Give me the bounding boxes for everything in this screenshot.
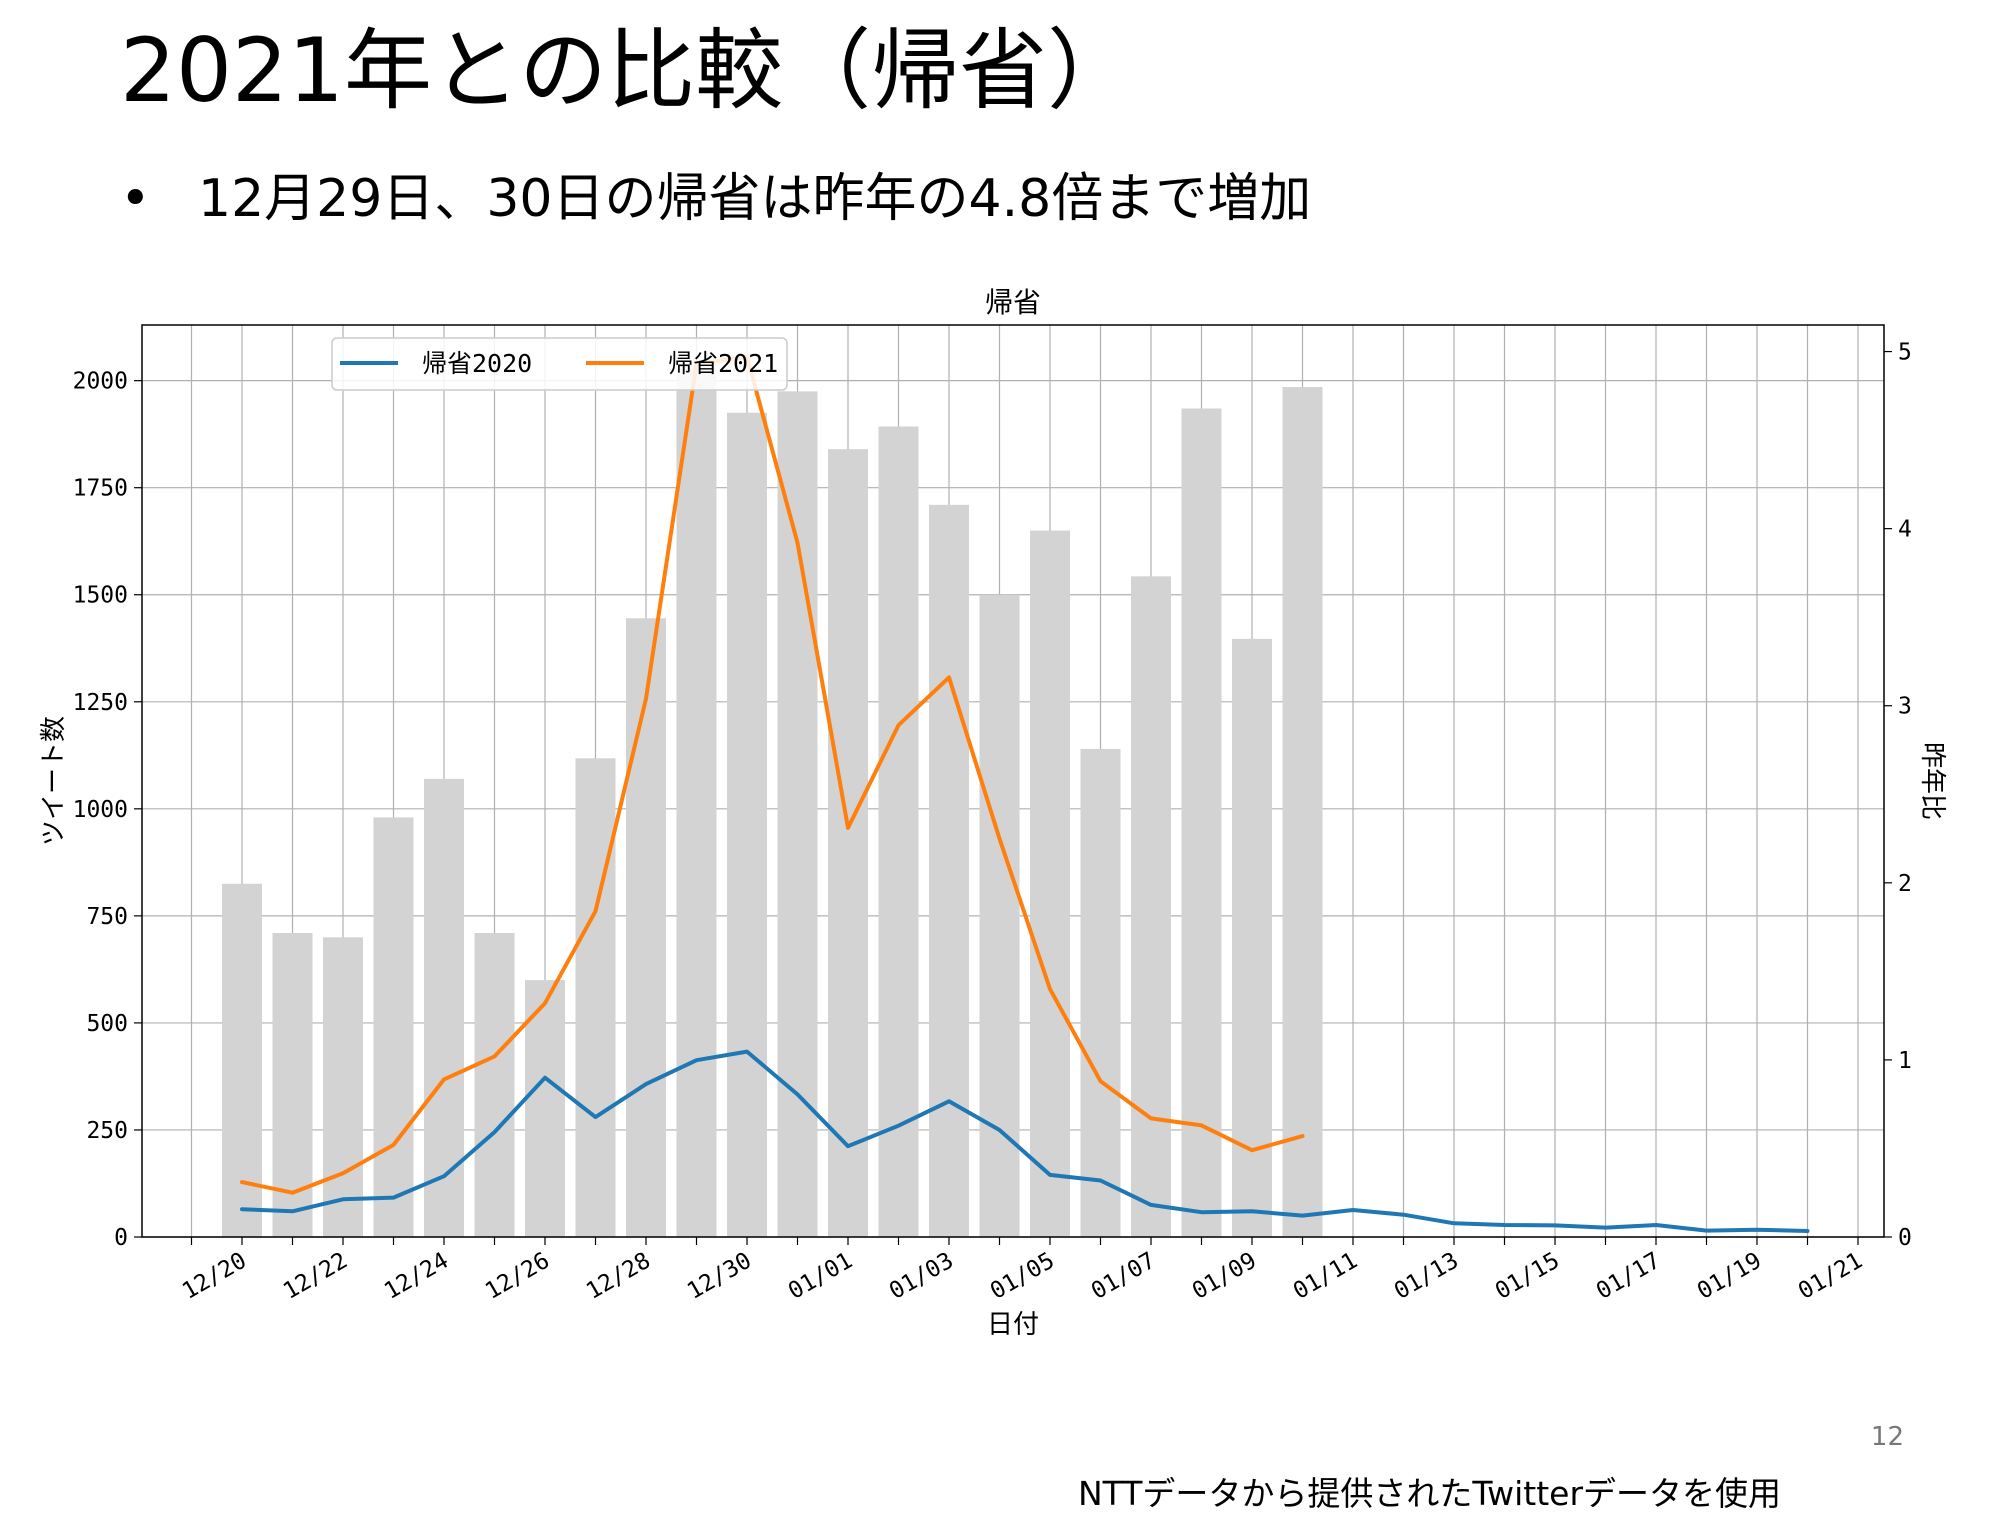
- bar: [424, 778, 464, 1237]
- y2-tick-label: 2: [1898, 871, 1912, 897]
- slide-title: 2021年との比較（帰省）: [120, 19, 1136, 122]
- y-tick-label: 0: [114, 1225, 128, 1251]
- bar: [828, 449, 868, 1237]
- x-tick-label: 01/03: [885, 1248, 958, 1305]
- y-tick-label: 250: [86, 1118, 128, 1144]
- y2-tick-label: 0: [1898, 1225, 1912, 1251]
- x-tick-label: 12/30: [683, 1248, 756, 1305]
- plot-frame: [141, 324, 1885, 1238]
- legend: 帰省2020 帰省2021: [331, 337, 788, 391]
- bar: [222, 883, 262, 1237]
- y-tick-label: 1000: [73, 797, 128, 823]
- y-tick-label: 500: [86, 1011, 128, 1037]
- bar: [1131, 576, 1171, 1237]
- x-tick-label: 01/01: [784, 1248, 857, 1305]
- bar: [626, 618, 666, 1237]
- bar: [676, 367, 717, 1237]
- chart: 12/20 12/22 12/24 12/26 12/28 12/30 01/01 01/03…: [39, 286, 1947, 1340]
- bar: [1232, 638, 1272, 1237]
- x-tick-label: 01/11: [1289, 1248, 1362, 1305]
- bar: [1282, 387, 1323, 1238]
- x-tick-label: 12/28: [582, 1248, 655, 1305]
- line-series-2020: [240, 1049, 1810, 1233]
- x-tick-label: 01/19: [1693, 1248, 1766, 1305]
- x-axis-label: 日付: [987, 1310, 1039, 1340]
- x-tick-label: 01/13: [1390, 1248, 1463, 1305]
- x-tick-label: 01/17: [1592, 1248, 1665, 1305]
- x-tick-label: 12/20: [178, 1248, 251, 1305]
- y2-tick-label: 4: [1898, 517, 1912, 543]
- y-tick-label: 1750: [73, 476, 128, 502]
- bar: [929, 504, 969, 1237]
- legend-box: [331, 337, 788, 391]
- bar: [323, 937, 363, 1237]
- x-tick-label: 01/07: [1087, 1248, 1160, 1305]
- x-tick-label: 12/26: [481, 1248, 554, 1305]
- bar: [727, 412, 767, 1237]
- y-tick-label: 1500: [73, 583, 128, 609]
- y2-axis-label: 昨年比: [1917, 742, 1947, 820]
- bar: [1080, 748, 1121, 1237]
- legend-label-2021: 帰省2021: [668, 349, 778, 378]
- bullet-symbol: •: [120, 169, 151, 229]
- legend-label-2020: 帰省2020: [422, 349, 532, 378]
- bar: [878, 426, 919, 1237]
- line-series-2021: [240, 354, 1305, 1195]
- data-source-footnote: NTTデータから提供されたTwitterデータを使用: [1078, 1474, 1782, 1513]
- x-tick-label: 01/05: [986, 1248, 1059, 1305]
- y-tick-label: 750: [86, 904, 128, 930]
- bar: [525, 980, 565, 1237]
- y-tick-label: 1250: [73, 690, 128, 716]
- x-tick-label: 12/24: [380, 1248, 453, 1305]
- x-tick-label: 12/22: [279, 1248, 352, 1305]
- page-number: 12: [1870, 1422, 1904, 1452]
- bar: [1181, 408, 1222, 1238]
- y2-tick-label: 3: [1898, 694, 1912, 720]
- lines-layer: [240, 354, 1810, 1233]
- bar: [575, 758, 616, 1237]
- x-tick-label: 01/09: [1188, 1248, 1261, 1305]
- y2-tick-label: 1: [1898, 1048, 1912, 1074]
- y-axis-label: ツイート数: [39, 716, 69, 846]
- bar: [373, 817, 414, 1237]
- bullet-point: • 12月29日、30日の帰省は昨年の4.8倍まで増加: [120, 168, 1311, 230]
- y-tick-label: 2000: [73, 369, 128, 395]
- y2-tick-label: 5: [1898, 340, 1912, 366]
- bullet-text: 12月29日、30日の帰省は昨年の4.8倍まで増加: [198, 169, 1312, 229]
- x-tick-label: 01/15: [1491, 1248, 1564, 1305]
- bars-layer: [222, 367, 1323, 1238]
- chart-title: 帰省: [985, 286, 1041, 319]
- bar: [1030, 530, 1070, 1237]
- bar: [474, 933, 515, 1237]
- x-tick-label: 01/21: [1794, 1248, 1867, 1305]
